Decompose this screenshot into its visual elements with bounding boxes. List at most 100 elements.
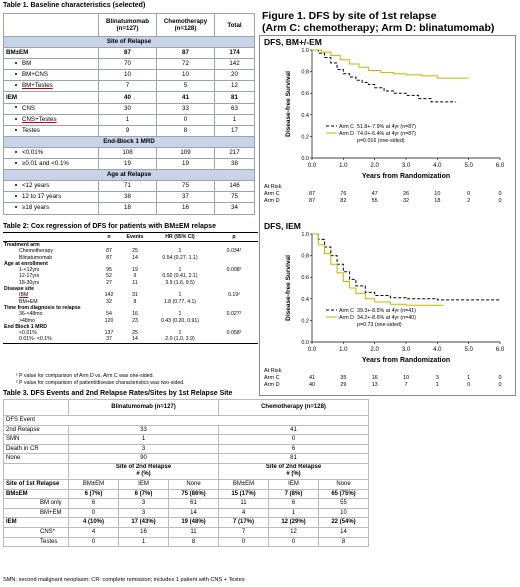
km-panel-title: DFS, IEM [264,221,301,231]
y-tick-label: 0.6 [301,91,309,97]
bullet-icon [15,161,17,164]
table2-cell: 8 [133,298,137,305]
x-tick-label: 3.0 [402,347,411,353]
y-tick-label: 0.4 [301,113,309,119]
x-tick-label: 0.0 [308,347,317,353]
table1-row: ≥0.01 and <0.1% 19 19 38 [3,158,255,171]
legend-key: Arm C [339,124,354,130]
table3-dfs-label-cell: None [3,453,69,464]
table2-cell: 32 [106,298,112,305]
table2-cell: 0.008² [226,267,242,274]
table2-cell: 1 [178,292,182,299]
table3-cell: 16 [118,526,169,538]
table2-group-label: Age at enrollment [4,260,48,267]
table1-row: End-Block 1 MRD [3,135,255,148]
table3-cell: 55 [317,498,370,509]
table1-cell: 146 [214,180,255,193]
table1-row: <0.01% 108 109 217 [3,146,255,160]
table1-row-label: Testes [22,126,40,134]
table1-row: CNS 30 33 63 [3,102,255,115]
table1-row-label: ≥18 years [22,204,50,212]
at-risk-count: 87 [309,198,315,204]
table2-row: BM+EM 32 8 1.8 (0.77, 4.1) [3,299,258,305]
at-risk-count: 1 [436,382,439,388]
table3-cell: 12 (29%) [268,517,319,528]
figure-title-line2: (Arm C: chemotherapy; Arm D: blinatumoma… [262,22,495,34]
table2-group-label: Disease site [4,286,34,293]
table2-header-n: n [98,232,120,242]
table1-cell: 40 [98,91,157,104]
at-risk-label: At Risk [264,184,282,190]
table1-row: 12 to 17 years 38 37 75 [3,191,255,204]
table3-cell: 14 [168,507,219,519]
table1-cell: 5 [156,80,215,93]
table3-footnote: SMN: second malignant neoplasm; CR: comp… [3,577,245,583]
table2-cell: 0.027² [226,311,242,318]
table2-row-label: 18-30yrs [19,279,40,286]
x-axis-label: Years from Randomization [362,173,450,180]
table3-cell: 4 [68,526,119,538]
table1-cell: 217 [214,146,255,160]
table1-cell: 17 [214,124,255,137]
table1-row: CNS+Testes 1 0 1 [3,113,255,126]
table3-dfs-blina: 1 [68,434,219,445]
table2-cell: 3.9 (1.6, 9.5) [165,279,195,286]
table2-row-label: 36-<48mo [19,311,43,318]
table3-cell: 65 (75%) [317,488,370,500]
legend-key: Arm C [339,308,354,314]
table2-row-label: IBM [19,292,29,299]
at-risk-count: 3 [436,375,439,381]
table2-cell: 120 [104,317,114,324]
table3-site-label: IEM [3,517,69,528]
table3-site-label: Testes [3,536,69,548]
table1-cell: 1 [214,113,255,126]
table3-dfs-chemo: 81 [217,453,370,464]
table2-row-label: 12-17yrs [19,273,40,280]
x-tick-label: 6.0 [496,163,505,169]
y-tick-label: 1.0 [301,232,309,238]
table1-cell: 8 [156,124,215,137]
table2-row-label: 1-<12yrs [19,267,40,274]
table1-cell: 30 [98,102,157,115]
table2-header-p: p [210,232,258,242]
figure-box: DFS, BM+/-EM 0.0 0.2 0.4 0.6 0.8 1.0 0.0 1.0 2.0 3… [259,35,516,396]
table3-cell: 0 [218,536,269,548]
table3-cell: 8 [317,536,370,548]
km-series-line [312,233,500,301]
x-tick-label: 2.0 [370,163,379,169]
table1-row: BM+CNS 10 10 20 [3,69,255,82]
table2-row: 18-30yrs 27 11 3.9 (1.6, 9.5) [3,280,258,286]
table3-site2-header-row: Site of 2nd Relapse # (%) Site of 2nd Rela… [3,462,370,480]
table2-cell: 87 [106,254,112,261]
table3-dfs-row: Death in CR 3 6 [3,443,370,455]
table1-cell: 108 [98,146,157,160]
at-risk-count: 40 [309,382,315,388]
table2-cox-regression: n Events HR (95% CI) p Treatment arm Chem… [3,232,258,344]
table2-cell: 54 [106,311,112,318]
table1-cell: 38 [214,158,255,171]
at-risk-count: 2 [467,198,470,204]
table1-cell: 87 [156,47,215,60]
table3-cell: 6 (7%) [68,488,119,500]
y-axis-label: Disease-free Survival [285,255,292,321]
table2-row: Age at enrollment [3,261,258,267]
table3-site-label: CNS* [3,526,69,538]
at-risk-count: 7 [404,382,407,388]
y-tick-label: 0.8 [301,70,309,76]
at-risk-count: 10 [403,375,409,381]
table3-dfs-row: None 90 81 [3,453,370,464]
km-panel: DFS, IEM 0.0 0.2 0.4 0.6 0.8 1.0 0.0 1.0 2.0 3.0 4.… [264,221,505,388]
table2-row-label: Chemotherapy [19,248,54,255]
table2-cell: 31 [132,292,138,299]
table1-row: BM±EM 87 87 174 [3,47,255,60]
table3-subheader: IEM [118,478,169,490]
table3-subheader: BM±EM [218,478,269,490]
table1-cell: 18 [98,202,157,215]
at-risk-count: 0 [498,382,501,388]
table3-site-row: BM only 6 3 61 11 6 55 [3,498,370,509]
table1-section-label: Age at Relapse [3,169,255,182]
table2-cell: 16 [132,311,138,318]
table2-cell: 2.0 (1.0, 3.9) [150,336,210,344]
table2-cell: 1.8 (0.77, 4.1) [163,298,197,305]
table3-cell: 1 [118,536,169,548]
